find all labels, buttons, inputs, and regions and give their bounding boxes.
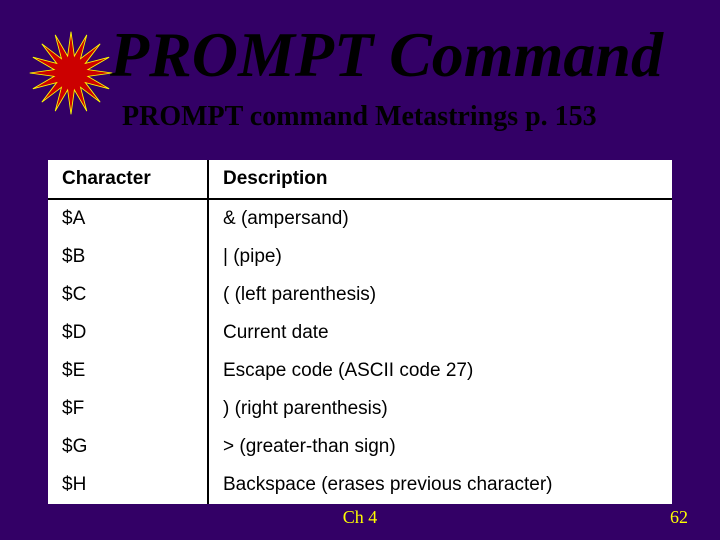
cell-description: & (ampersand) bbox=[208, 199, 672, 238]
table-row: $C( (left parenthesis) bbox=[48, 276, 672, 314]
cell-description: Escape code (ASCII code 27) bbox=[208, 352, 672, 390]
table-row: $EEscape code (ASCII code 27) bbox=[48, 352, 672, 390]
starburst-icon bbox=[28, 30, 114, 116]
table-row: $G> (greater-than sign) bbox=[48, 428, 672, 466]
cell-character: $H bbox=[48, 466, 208, 504]
table-row: $HBackspace (erases previous character) bbox=[48, 466, 672, 504]
table-row: $A& (ampersand) bbox=[48, 199, 672, 238]
footer-chapter: Ch 4 bbox=[0, 507, 720, 528]
col-character: Character bbox=[48, 160, 208, 199]
cell-description: ) (right parenthesis) bbox=[208, 390, 672, 428]
col-description: Description bbox=[208, 160, 672, 199]
cell-description: | (pipe) bbox=[208, 238, 672, 276]
slide-subtitle: PROMPT command Metastrings p. 153 bbox=[122, 101, 597, 133]
footer-page-number: 62 bbox=[670, 507, 688, 528]
cell-character: $G bbox=[48, 428, 208, 466]
cell-description: ( (left parenthesis) bbox=[208, 276, 672, 314]
cell-description: > (greater-than sign) bbox=[208, 428, 672, 466]
cell-character: $A bbox=[48, 199, 208, 238]
slide-title: PROMPT Command bbox=[110, 18, 663, 92]
cell-description: Backspace (erases previous character) bbox=[208, 466, 672, 504]
cell-description: Current date bbox=[208, 314, 672, 352]
table-row: $B| (pipe) bbox=[48, 238, 672, 276]
slide-header: PROMPT Command PROMPT command Metastring… bbox=[0, 8, 720, 168]
metastrings-table: Character Description $A& (ampersand)$B|… bbox=[48, 160, 672, 504]
cell-character: $F bbox=[48, 390, 208, 428]
table-row: $F) (right parenthesis) bbox=[48, 390, 672, 428]
cell-character: $C bbox=[48, 276, 208, 314]
table-header-row: Character Description bbox=[48, 160, 672, 199]
cell-character: $D bbox=[48, 314, 208, 352]
cell-character: $B bbox=[48, 238, 208, 276]
table-row: $DCurrent date bbox=[48, 314, 672, 352]
cell-character: $E bbox=[48, 352, 208, 390]
slide: PROMPT Command PROMPT command Metastring… bbox=[0, 0, 720, 540]
